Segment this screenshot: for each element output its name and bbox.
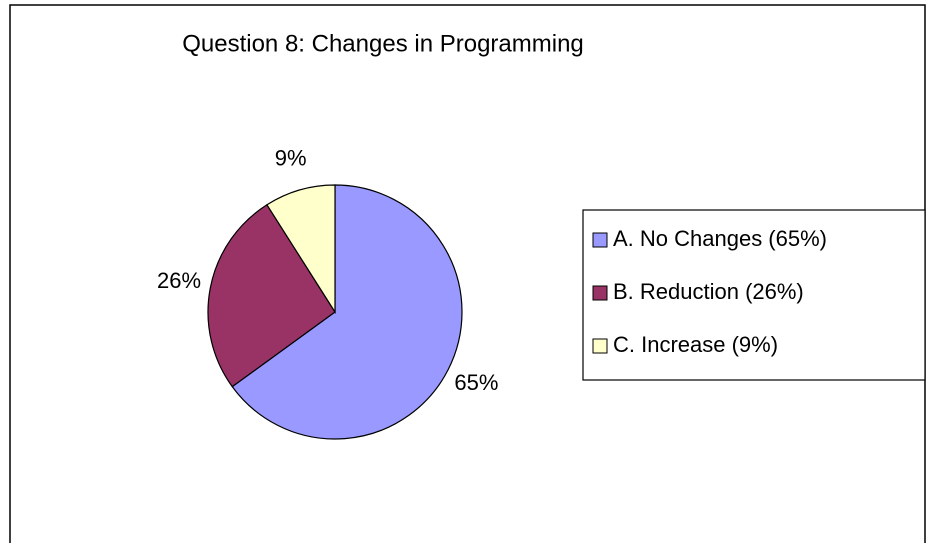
legend-swatch <box>592 338 608 354</box>
legend-label: A. No Changes (65%) <box>613 226 827 251</box>
chart-title: Question 8: Changes in Programming <box>182 30 584 57</box>
pie-slice <box>231 184 463 440</box>
pie-slice <box>207 203 336 388</box>
pie-slice <box>266 184 336 315</box>
legend-label: B. Reduction (26%) <box>613 279 804 304</box>
legend-swatch <box>592 285 608 301</box>
data-label: 9% <box>275 145 307 170</box>
data-label: 26% <box>157 268 201 293</box>
data-label: 65% <box>454 370 498 395</box>
legend-box <box>582 209 926 381</box>
legend-label: C. Increase (9%) <box>613 332 778 357</box>
legend-swatch <box>592 232 608 248</box>
